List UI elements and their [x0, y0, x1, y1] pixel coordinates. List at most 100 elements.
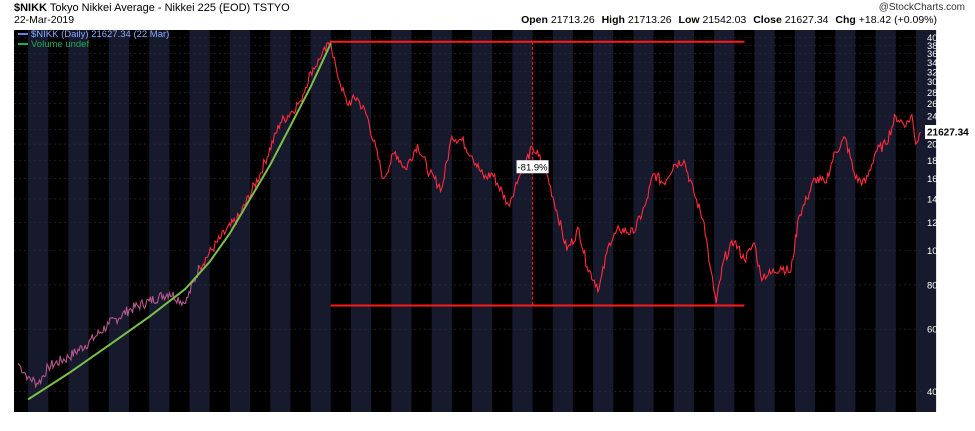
year-band [28, 30, 49, 412]
x-tick-label: 15 [840, 417, 851, 428]
symbol: $NIKK [14, 2, 48, 14]
year-band [552, 30, 573, 412]
year-band [391, 30, 412, 412]
y-tick-label: 40000 [927, 33, 953, 44]
x-tick-label: 17 [880, 417, 891, 428]
x-tick-label: 11 [760, 417, 770, 428]
x-tick-label: 92 [376, 417, 387, 428]
x-tick-label: 81 [154, 417, 165, 428]
x-tick-label: 91 [356, 417, 367, 428]
x-tick-label: 09 [719, 417, 730, 428]
year-band [794, 30, 816, 412]
year-band [108, 30, 130, 412]
x-tick-label: 86 [255, 417, 266, 428]
year-band [714, 30, 735, 412]
y-tick-label: 28000 [927, 88, 953, 99]
ohlc-readout: Open 21713.26 High 21713.26 Low 21542.03… [521, 14, 937, 26]
year-band [229, 30, 251, 412]
x-tick-label: 02 [578, 417, 589, 428]
y-tick-label: 4000 [927, 387, 948, 398]
x-tick-label: 19 [921, 417, 932, 428]
y-tick-label: 16000 [927, 174, 953, 185]
x-tick-label: 07 [679, 417, 690, 428]
chart-date: 22-Mar-2019 [14, 14, 75, 26]
x-tick-label: 08 [699, 417, 710, 428]
x-tick-label: 88 [295, 417, 306, 428]
x-tick-label: 94 [416, 417, 427, 428]
y-tick-label: 32000 [927, 67, 953, 78]
y-tick-label: 34000 [927, 58, 953, 69]
year-band [673, 30, 694, 412]
nikkei-price-early [17, 264, 200, 389]
year-band [633, 30, 654, 412]
chart-title: $NIKK Tokyo Nikkei Average - Nikkei 225 … [14, 2, 290, 14]
x-tick-label: 03 [598, 417, 609, 428]
year-band [149, 30, 170, 412]
drawdown-label: -81.9% [518, 163, 549, 174]
x-tick-label: 14 [820, 417, 831, 428]
x-tick-label: 04 [618, 417, 629, 428]
year-band [310, 30, 331, 412]
watermark: @StockCharts.com [878, 2, 965, 13]
x-tick-label: 87 [275, 417, 286, 428]
y-tick-label: 38000 [927, 41, 953, 52]
legend-price: $NIKK (Daily) 21627.34 (22 Mar) [31, 29, 170, 40]
y-tick-label: 14000 [927, 194, 953, 205]
x-tick-label: 12 [779, 417, 790, 428]
x-tick-label: 84 [215, 417, 226, 428]
y-tick-label: 20000 [927, 140, 953, 151]
y-tick-label: 8000 [927, 280, 948, 291]
year-band [472, 30, 493, 412]
y-tick-label: 36000 [927, 49, 953, 60]
y-tick-label: 26000 [927, 99, 953, 110]
x-tick-label: 79 [114, 417, 125, 428]
x-tick-label: 90 [336, 417, 347, 428]
x-tick-label: 99 [517, 417, 528, 428]
last-value-label: 21627.34 [927, 128, 969, 139]
x-tick-label: 89 [315, 417, 326, 428]
y-tick-label: 6000 [927, 325, 948, 336]
last-value-box [925, 125, 975, 140]
x-tick-label: 83 [194, 417, 205, 428]
year-band [875, 30, 896, 412]
year-band [835, 30, 856, 412]
x-tick-label: 76 [53, 417, 64, 428]
year-band [189, 30, 210, 412]
chart-header: $NIKK Tokyo Nikkei Average - Nikkei 225 … [0, 0, 975, 28]
x-tick-label: 93 [396, 417, 407, 428]
x-tick-label: 05 [638, 417, 649, 428]
year-band [754, 30, 775, 412]
x-tick-label: 77 [73, 417, 84, 428]
x-tick-label: 80 [134, 417, 145, 428]
x-tick-label: 18 [901, 417, 912, 428]
year-band [68, 30, 89, 412]
index-name: Tokyo Nikkei Average - Nikkei 225 (EOD) [49, 2, 251, 14]
x-tick-label: 01 [558, 417, 569, 428]
x-tick-label: 00 [537, 417, 548, 428]
legend-volume: Volume undef [31, 39, 90, 50]
exchange: TSTYO [253, 2, 290, 14]
x-tick-label: 75 [33, 417, 44, 428]
year-band [512, 30, 533, 412]
x-tick-label: 78 [93, 417, 104, 428]
x-tick-label: 13 [800, 417, 811, 428]
drawdown-label-box [516, 160, 549, 174]
x-tick-label: 16 [860, 417, 871, 428]
x-tick-label: 85 [235, 417, 246, 428]
year-band [270, 30, 291, 412]
y-tick-label: 12000 [927, 218, 953, 229]
year-band [350, 30, 372, 412]
legend: $NIKK (Daily) 21627.34 (22 Mar) Volume u… [18, 30, 169, 50]
x-tick-label: 82 [174, 417, 185, 428]
y-tick-label: 30000 [927, 77, 953, 88]
y-tick-label: 18000 [927, 156, 953, 167]
parabolic-trend-curve [27, 42, 332, 401]
x-tick-label: 98 [497, 417, 508, 428]
x-tick-label: 95 [436, 417, 447, 428]
x-tick-label: 06 [658, 417, 669, 428]
x-tick-label: 96 [457, 417, 468, 428]
x-tick-label: 97 [477, 417, 488, 428]
y-tick-label: 24000 [927, 112, 953, 123]
year-band [431, 30, 452, 412]
